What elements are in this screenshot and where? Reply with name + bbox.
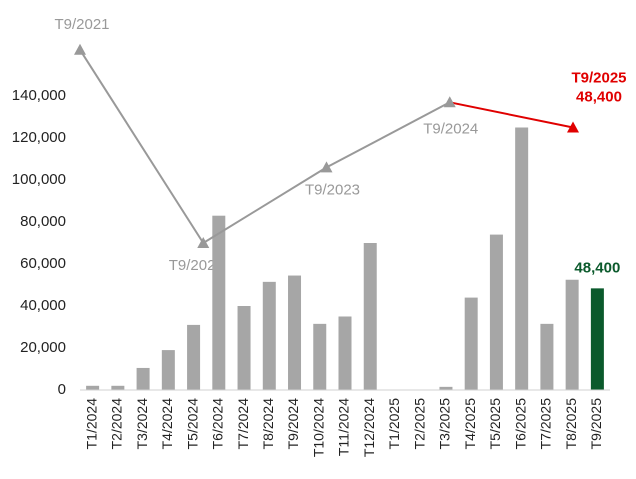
line-segment — [79, 49, 205, 244]
y-tick-label: 60,000 — [20, 255, 66, 272]
bars — [86, 127, 604, 390]
x-tick-label: T4/2024 — [159, 398, 175, 450]
bar — [313, 323, 327, 390]
point-label: T9/2021 — [54, 16, 109, 33]
line-segment — [202, 166, 328, 244]
x-tick-label: T3/2025 — [437, 398, 453, 450]
x-tick-label: T7/2024 — [235, 398, 251, 450]
x-tick-label: T12/2024 — [361, 398, 377, 457]
bar — [187, 324, 201, 390]
bar — [136, 367, 150, 390]
point-marker — [197, 237, 210, 248]
x-tick-label: T7/2025 — [538, 398, 554, 450]
x-tick-label: T3/2024 — [134, 398, 150, 450]
x-tick-label: T2/2024 — [109, 398, 125, 450]
x-tick-label: T8/2025 — [563, 398, 579, 450]
x-tick-label: T8/2024 — [260, 398, 276, 450]
x-tick-label: T2/2025 — [411, 398, 427, 450]
line-labels: T9/2021 T9/2022 T9/2023 T9/2024 — [54, 16, 478, 274]
point-label: T9/2022 — [169, 257, 224, 274]
bar — [489, 234, 503, 390]
bar — [590, 288, 604, 390]
bar — [439, 386, 453, 390]
x-tick-label: T9/2025 — [588, 398, 604, 450]
bar — [161, 350, 175, 390]
bar — [540, 323, 554, 390]
point-label: T9/2023 — [305, 181, 360, 198]
point-label: T9/2025 — [571, 69, 626, 86]
point-marker — [320, 161, 333, 173]
y-tick-label: 20,000 — [20, 339, 66, 356]
y-tick-label: 40,000 — [20, 297, 66, 314]
point-label: T9/2024 — [423, 120, 478, 137]
x-tick-label: T4/2025 — [462, 398, 478, 450]
bar — [515, 127, 529, 390]
y-tick-label: 80,000 — [20, 213, 66, 230]
line-segment — [326, 101, 451, 169]
x-tick-label: T5/2025 — [487, 398, 503, 450]
bar — [565, 279, 579, 390]
bar — [464, 297, 478, 390]
line-layer: T9/2025 48,400 — [74, 43, 627, 248]
bar — [212, 215, 226, 390]
x-tick-label: T10/2024 — [310, 398, 326, 457]
bar — [237, 306, 251, 390]
bar — [288, 275, 302, 390]
point-marker — [567, 121, 579, 133]
x-tick-label: T6/2024 — [210, 398, 226, 450]
x-tick-label: T1/2024 — [83, 398, 99, 450]
y-tick-label: 100,000 — [12, 171, 66, 188]
x-tick-label: T6/2025 — [512, 398, 528, 450]
y-tick-label: 140,000 — [12, 87, 66, 104]
bar — [363, 243, 377, 390]
bar — [86, 385, 100, 390]
y-tick-label: 0 — [58, 381, 66, 398]
bar — [262, 281, 276, 390]
line-segment — [449, 101, 574, 129]
y-tick-label: 120,000 — [12, 129, 66, 146]
bar — [111, 385, 125, 390]
value-label: 48,400 — [574, 259, 620, 276]
x-tick-label: T11/2024 — [336, 398, 352, 456]
bar — [338, 316, 352, 390]
annotation: 48,400 — [576, 88, 622, 105]
x-tick-label: T1/2025 — [386, 398, 402, 450]
x-tick-label: T9/2024 — [285, 398, 301, 450]
point-marker — [443, 96, 456, 108]
x-tick-label: T5/2024 — [184, 398, 200, 450]
point-marker — [74, 43, 86, 55]
